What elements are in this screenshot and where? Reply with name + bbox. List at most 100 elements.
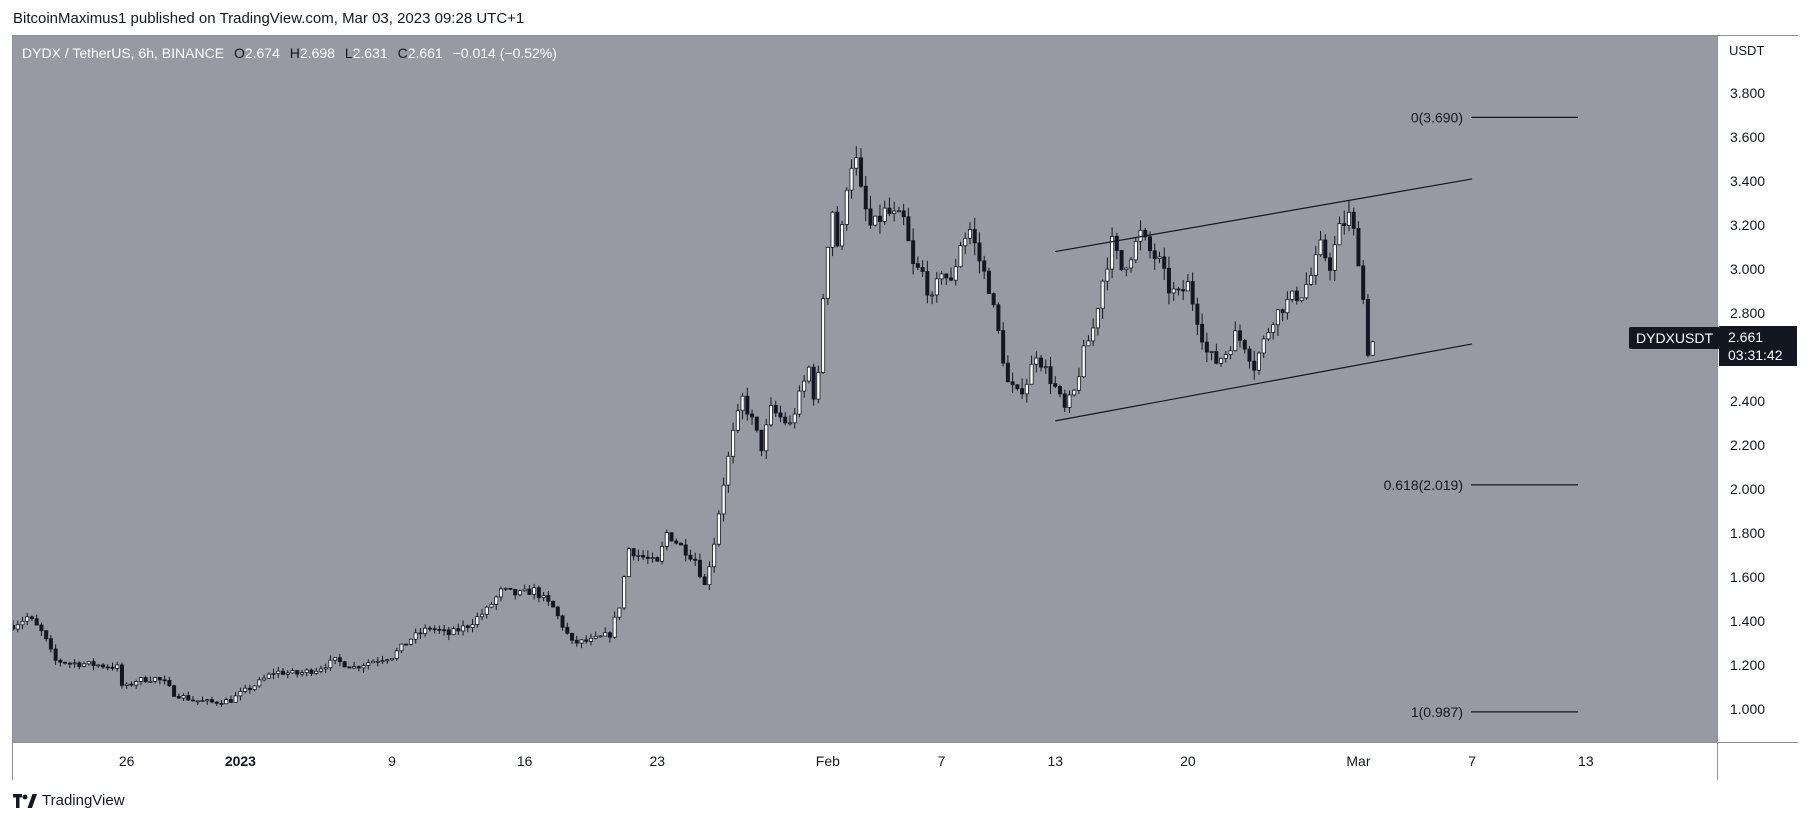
candle-up bbox=[797, 390, 802, 415]
candle-up bbox=[352, 666, 357, 669]
time-axis[interactable]: 26 2023 9 16 23 Feb 7 13 20 Mar 7 13 bbox=[13, 742, 1717, 780]
candle-up bbox=[840, 223, 845, 247]
legend-high-value: 2.698 bbox=[299, 45, 335, 61]
candle-down bbox=[101, 664, 106, 668]
candle-up bbox=[385, 659, 390, 662]
candle-down bbox=[1294, 290, 1299, 302]
candle-up bbox=[262, 677, 267, 681]
candle-up bbox=[830, 211, 835, 248]
candle-up bbox=[1275, 309, 1280, 326]
price-tick-label: 1.000 bbox=[1730, 701, 1766, 717]
candle-down bbox=[925, 271, 930, 296]
candle-up bbox=[15, 624, 20, 630]
candle-up bbox=[314, 670, 319, 674]
candle-down bbox=[1252, 360, 1257, 371]
candle-up bbox=[598, 635, 603, 638]
candle-down bbox=[191, 699, 196, 702]
candle-up bbox=[1209, 350, 1214, 353]
candle-up bbox=[1133, 240, 1138, 261]
candle-down bbox=[119, 664, 124, 686]
candle-up bbox=[489, 603, 494, 608]
axis-corner[interactable] bbox=[1717, 742, 1798, 780]
candle-down bbox=[859, 157, 864, 187]
candle-up bbox=[1081, 345, 1086, 378]
candle-up bbox=[494, 596, 499, 605]
candle-up bbox=[806, 366, 811, 382]
candle-down bbox=[996, 304, 1001, 331]
candle-down bbox=[167, 679, 172, 687]
candle-down bbox=[465, 625, 470, 628]
candle-up bbox=[636, 554, 641, 557]
candle-up bbox=[82, 663, 87, 667]
candle-up bbox=[716, 513, 721, 545]
candle-up bbox=[1129, 259, 1134, 269]
price-tick-label: 2.400 bbox=[1730, 393, 1766, 410]
candle-up bbox=[25, 616, 30, 622]
chart-plot-area[interactable] bbox=[13, 36, 1717, 742]
footer-brand[interactable]: TradingView bbox=[13, 792, 125, 809]
candle-down bbox=[986, 270, 991, 295]
candle-up bbox=[896, 210, 901, 213]
candle-down bbox=[456, 628, 461, 632]
price-tick-label: 1.600 bbox=[1730, 569, 1766, 586]
candle-up bbox=[1157, 256, 1162, 259]
candle-up bbox=[825, 246, 830, 300]
price-tick-label: 3.400 bbox=[1730, 173, 1766, 190]
price-axis[interactable]: 3.8003.6003.4003.2003.0002.8002.6002.400… bbox=[1717, 36, 1798, 742]
candle-up bbox=[1110, 235, 1115, 270]
candle-down bbox=[778, 412, 783, 418]
candle-down bbox=[574, 639, 579, 644]
candle-up bbox=[967, 229, 972, 239]
candle-down bbox=[1238, 330, 1243, 341]
time-tick-label: Feb bbox=[815, 753, 840, 769]
candle-down bbox=[105, 666, 110, 669]
candle-down bbox=[641, 554, 646, 558]
candle-up bbox=[238, 691, 243, 697]
candle-down bbox=[1328, 257, 1333, 271]
candle-up bbox=[1285, 298, 1290, 314]
candle-down bbox=[877, 215, 882, 222]
candle-up bbox=[953, 266, 958, 281]
candle-up bbox=[726, 455, 731, 486]
candle-up bbox=[394, 650, 399, 659]
candle-up bbox=[517, 590, 522, 596]
price-tick-label: 2.000 bbox=[1730, 481, 1766, 498]
candle-down bbox=[1204, 341, 1209, 353]
legend-high-label: H bbox=[289, 45, 300, 61]
candle-up bbox=[304, 669, 309, 673]
candle-down bbox=[536, 587, 541, 599]
candle-up bbox=[735, 410, 740, 431]
candle-down bbox=[901, 210, 906, 218]
candle-down bbox=[1143, 229, 1148, 238]
candle-down bbox=[418, 632, 423, 635]
candle-down bbox=[645, 556, 650, 559]
price-tick-label: 3.600 bbox=[1730, 129, 1766, 146]
candle-down bbox=[1356, 227, 1361, 267]
legend-low-label: L bbox=[344, 45, 353, 61]
legend-change: −0.014 (−0.52%) bbox=[452, 45, 557, 61]
candle-up bbox=[195, 700, 200, 703]
candle-up bbox=[792, 413, 797, 424]
candle-up bbox=[740, 395, 745, 412]
candle-down bbox=[555, 606, 560, 617]
candle-down bbox=[697, 559, 702, 578]
candle-up bbox=[769, 404, 774, 426]
candle-down bbox=[110, 666, 115, 669]
candle-up bbox=[389, 657, 394, 661]
candle-up bbox=[399, 643, 404, 652]
candle-down bbox=[754, 416, 759, 431]
candle-up bbox=[328, 659, 333, 669]
candle-down bbox=[1365, 299, 1370, 356]
fib-level-label: 0(3.690) bbox=[1411, 109, 1463, 125]
time-tick-label: Mar bbox=[1346, 753, 1371, 769]
candle-up bbox=[470, 624, 475, 628]
candle-down bbox=[1247, 348, 1252, 362]
candle-down bbox=[977, 242, 982, 262]
last-price-value: 2.661 bbox=[1728, 329, 1764, 345]
candle-down bbox=[944, 273, 949, 279]
candlestick-chart[interactable]: 0(3.690) 0.618(2.019) 1(0.987) bbox=[13, 36, 1717, 742]
candle-down bbox=[688, 554, 693, 560]
legend-symbol: DYDX / TetherUS, 6h, BINANCE bbox=[22, 45, 225, 61]
candle-down bbox=[129, 683, 134, 686]
candle-down bbox=[342, 661, 347, 668]
